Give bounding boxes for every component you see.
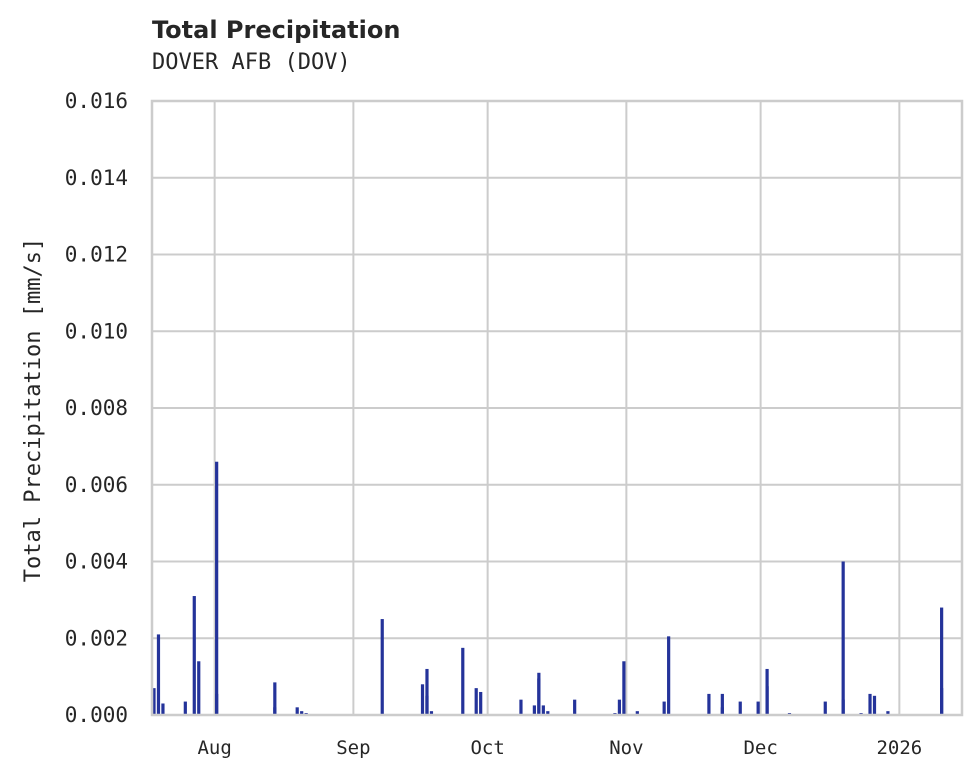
precipitation-bar xyxy=(295,707,299,715)
x-tick-label: Sep xyxy=(336,737,370,759)
precipitation-bar xyxy=(519,699,523,715)
x-axis-ticks: Aug Sep Oct Nov Dec 2026 xyxy=(197,737,922,759)
precipitation-bar xyxy=(380,619,384,715)
precipitation-bar xyxy=(197,661,201,715)
precipitation-bar xyxy=(573,699,577,715)
precipitation-bar xyxy=(635,711,639,715)
y-tick-label: 0.012 xyxy=(65,243,128,267)
y-tick-label: 0.000 xyxy=(65,703,128,727)
precipitation-bar xyxy=(886,711,890,715)
precipitation-bar xyxy=(273,682,277,715)
grid-lines xyxy=(152,100,962,716)
precipitation-bars xyxy=(152,461,944,715)
precipitation-bar xyxy=(192,596,196,715)
precipitation-bar xyxy=(183,701,187,715)
precipitation-bar xyxy=(868,693,872,715)
chart-subtitle: DOVER AFB (DOV) xyxy=(152,50,351,75)
precipitation-bar xyxy=(707,693,711,715)
precipitation-bar xyxy=(738,701,742,715)
precipitation-bar xyxy=(461,647,465,715)
y-axis-ticks: 0.000 0.002 0.004 0.006 0.008 0.010 0.012 0.014… xyxy=(65,89,128,727)
precipitation-bar xyxy=(474,688,478,715)
precipitation-bar xyxy=(720,693,724,715)
x-tick-label: Aug xyxy=(197,737,231,759)
precipitation-bar xyxy=(532,705,536,715)
precipitation-bar xyxy=(756,701,760,715)
precipitation-bar xyxy=(156,634,161,715)
precipitation-bar xyxy=(765,668,769,715)
precipitation-bar xyxy=(622,661,626,715)
y-tick-label: 0.006 xyxy=(65,473,128,497)
precipitation-bar xyxy=(425,695,429,715)
precipitation-bar xyxy=(940,607,944,715)
precipitation-bar xyxy=(872,695,877,715)
precipitation-bar xyxy=(425,668,429,715)
chart-title: Total Precipitation xyxy=(152,16,401,44)
y-tick-label: 0.008 xyxy=(65,396,128,420)
precipitation-bar xyxy=(161,703,165,715)
precipitation-bar xyxy=(152,688,156,715)
precipitation-bar xyxy=(823,701,827,715)
precipitation-bar xyxy=(215,461,219,715)
y-axis-label: Total Precipitation [mm/s] xyxy=(21,238,46,582)
precipitation-bar xyxy=(546,711,550,715)
y-tick-label: 0.014 xyxy=(65,166,128,190)
y-tick-label: 0.010 xyxy=(65,319,128,343)
precipitation-bar xyxy=(720,707,724,715)
precipitation-bar xyxy=(429,711,434,715)
y-tick-label: 0.016 xyxy=(65,89,128,113)
plot-frame xyxy=(150,99,964,717)
y-tick-label: 0.002 xyxy=(65,626,128,650)
precipitation-bar xyxy=(479,691,483,715)
precipitation-bar xyxy=(300,711,304,715)
precipitation-bar xyxy=(420,684,425,715)
x-tick-label: 2026 xyxy=(876,737,922,759)
y-tick-label: 0.004 xyxy=(65,550,128,574)
precipitation-bar xyxy=(940,688,944,715)
precipitation-bar xyxy=(617,699,622,715)
precipitation-bar xyxy=(667,636,671,715)
precipitation-bar xyxy=(662,701,666,715)
x-tick-label: Nov xyxy=(609,737,643,759)
precipitation-bar xyxy=(541,705,545,715)
precipitation-bar xyxy=(841,561,845,715)
x-tick-label: Oct xyxy=(470,737,504,759)
precipitation-bar xyxy=(273,707,277,715)
precipitation-bar xyxy=(215,693,219,715)
precipitation-bar xyxy=(537,672,541,715)
x-tick-label: Dec xyxy=(743,737,777,759)
